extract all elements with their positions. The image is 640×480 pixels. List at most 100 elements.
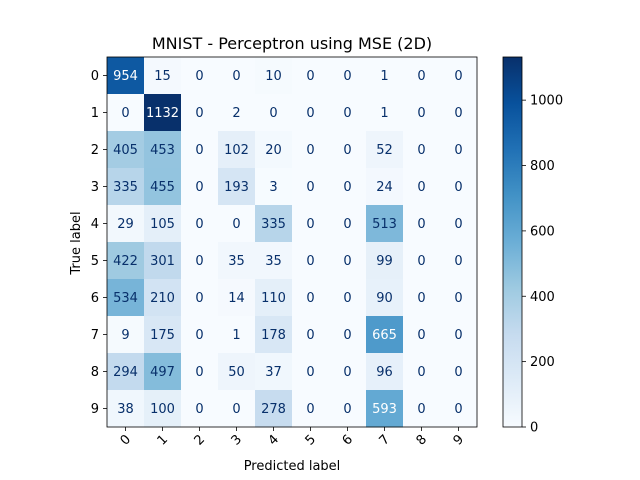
- heatmap-cell: [366, 242, 404, 280]
- heatmap-cell: [107, 390, 145, 428]
- cell-value-label: 0: [454, 69, 462, 84]
- cell-value-label: 0: [306, 254, 314, 269]
- cell-value-label: 0: [306, 328, 314, 343]
- cell-value-label: 1: [380, 106, 388, 121]
- heatmap-cell: [329, 94, 367, 132]
- y-tick-label: 5: [91, 254, 99, 269]
- heatmap-cell: [292, 57, 330, 95]
- heatmap-cell: [329, 131, 367, 169]
- cell-value-label: 38: [117, 402, 134, 417]
- heatmap-cell: [403, 131, 441, 169]
- cell-value-label: 534: [113, 291, 138, 306]
- heatmap-cell: [366, 390, 404, 428]
- cell-value-label: 422: [113, 254, 138, 269]
- cell-value-label: 335: [261, 217, 286, 232]
- heatmap-cell: [255, 353, 293, 391]
- heatmap-cell: [181, 94, 219, 132]
- heatmap-cell: [218, 390, 256, 428]
- cell-value-label: 0: [306, 143, 314, 158]
- heatmap-cell: [403, 242, 441, 280]
- heatmap-cell: [144, 205, 182, 243]
- cell-value-label: 175: [150, 328, 175, 343]
- axes-frame: [106, 56, 478, 428]
- cell-value-label: 20: [265, 143, 282, 158]
- cell-value-label: 100: [150, 402, 175, 417]
- cell-value-label: 1: [232, 328, 240, 343]
- cell-value-label: 0: [232, 69, 240, 84]
- heatmap-cell: [144, 353, 182, 391]
- heatmap-cell: [218, 94, 256, 132]
- heatmap-cell: [292, 279, 330, 317]
- heatmap-cell: [218, 131, 256, 169]
- cell-value-label: 0: [195, 217, 203, 232]
- heatmap-cell: [440, 205, 478, 243]
- y-tick-label: 0: [91, 69, 99, 84]
- heatmap-cell: [440, 353, 478, 391]
- colorbar-tick-label: 400: [530, 290, 555, 305]
- cell-value-label: 0: [195, 69, 203, 84]
- cell-value-label: 0: [454, 328, 462, 343]
- heatmap-cell: [403, 168, 441, 206]
- heatmap-cell: [218, 279, 256, 317]
- colorbar: 0 200 400 600 800 1000: [502, 56, 563, 436]
- heatmap-cell: [107, 242, 145, 280]
- colorbar-tick-label: 1000: [530, 94, 563, 109]
- cell-value-label: 0: [232, 217, 240, 232]
- heatmap-cell: [366, 57, 404, 95]
- chart-title: MNIST - Perceptron using MSE (2D): [152, 34, 432, 53]
- cell-value-label: 0: [343, 365, 351, 380]
- cell-value-label: 0: [195, 180, 203, 195]
- heatmap-cell: [329, 168, 367, 206]
- cell-value-label: 2: [232, 106, 240, 121]
- colorbar-tick-label: 0: [530, 421, 538, 436]
- cell-value-label: 3: [269, 180, 277, 195]
- cell-value-label: 0: [454, 254, 462, 269]
- heatmap-cell: [181, 316, 219, 354]
- heatmap-cell: [255, 279, 293, 317]
- cell-value-label: 954: [113, 69, 138, 84]
- heatmap-cell: [107, 168, 145, 206]
- heatmap-cell: [107, 57, 145, 95]
- cell-value-label: 0: [417, 254, 425, 269]
- heatmap-cell: [329, 390, 367, 428]
- cell-value-label: 0: [454, 365, 462, 380]
- cell-value-label: 102: [224, 143, 249, 158]
- y-axis-ticks: 0 1 2 3 4 5 6 7 8 9: [91, 69, 107, 417]
- cell-value-label: 0: [232, 402, 240, 417]
- heatmap-cell: [107, 131, 145, 169]
- cell-value-label: 0: [195, 254, 203, 269]
- y-tick-label: 4: [91, 217, 99, 232]
- heatmap-cell: [366, 316, 404, 354]
- heatmap-cell: [440, 168, 478, 206]
- heatmap-cell: [144, 242, 182, 280]
- cell-value-label: 0: [195, 143, 203, 158]
- heatmap-cell: [440, 242, 478, 280]
- cell-value-label: 0: [343, 69, 351, 84]
- cell-value-label: 0: [343, 106, 351, 121]
- y-tick-label: 2: [91, 143, 99, 158]
- cell-value-label: 0: [454, 291, 462, 306]
- cell-value-label: 0: [417, 291, 425, 306]
- cell-value-label: 0: [454, 106, 462, 121]
- cell-value-label: 0: [417, 365, 425, 380]
- heatmap-cell: [403, 279, 441, 317]
- cell-value-label: 513: [372, 217, 397, 232]
- cell-value-label: 210: [150, 291, 175, 306]
- heatmap-cell: [329, 242, 367, 280]
- heatmap-cell: [366, 168, 404, 206]
- heatmap-cell: [440, 57, 478, 95]
- heatmap-cell: [218, 57, 256, 95]
- cell-value-label: 0: [343, 291, 351, 306]
- heatmap-cell: [440, 279, 478, 317]
- cell-value-label: 0: [195, 365, 203, 380]
- cell-value-label: 29: [117, 217, 134, 232]
- cell-value-label: 0: [454, 143, 462, 158]
- cell-value-label: 9: [121, 328, 129, 343]
- cell-value-label: 15: [154, 69, 171, 84]
- heatmap-cell: [181, 168, 219, 206]
- heatmap-cell: [292, 94, 330, 132]
- heatmap-cell: [329, 353, 367, 391]
- x-axis-label: Predicted label: [244, 459, 341, 474]
- heatmap-cell: [255, 242, 293, 280]
- cell-value-label: 0: [343, 328, 351, 343]
